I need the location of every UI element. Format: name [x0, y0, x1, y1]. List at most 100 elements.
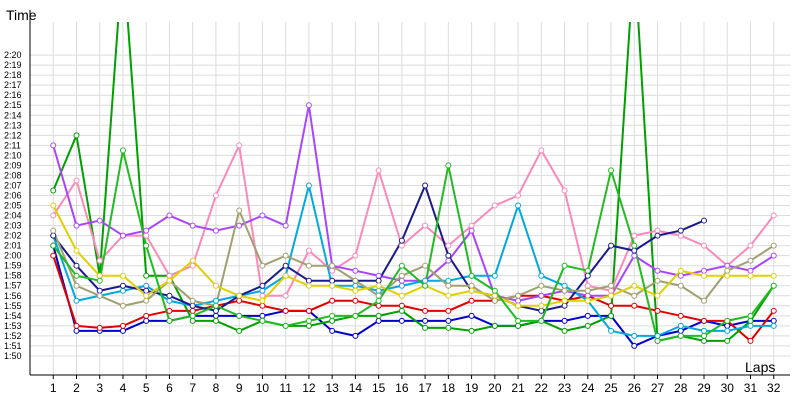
- x-tick-label: 10: [256, 381, 270, 395]
- data-point: [50, 252, 57, 259]
- data-point: [747, 312, 754, 319]
- data-point: [561, 297, 568, 304]
- y-tick-label: 2:11: [4, 140, 21, 150]
- data-point: [701, 297, 708, 304]
- data-point: [352, 252, 359, 259]
- data-point: [468, 272, 475, 279]
- x-tick-label: 21: [511, 381, 525, 395]
- data-point: [189, 317, 196, 324]
- data-point: [166, 272, 173, 279]
- x-tick-label: 9: [236, 381, 243, 395]
- data-point: [445, 242, 452, 249]
- data-point: [212, 307, 219, 314]
- x-tick-label: 17: [418, 381, 432, 395]
- y-tick-label: 2:12: [4, 130, 22, 140]
- data-point: [305, 282, 312, 289]
- data-point: [143, 317, 150, 324]
- data-point: [96, 287, 103, 294]
- data-point: [422, 262, 429, 269]
- data-point: [282, 222, 289, 229]
- data-point: [770, 252, 777, 259]
- data-point: [189, 222, 196, 229]
- data-point: [515, 202, 522, 209]
- data-point: [212, 192, 219, 199]
- data-point: [654, 267, 661, 274]
- data-point: [445, 257, 452, 264]
- data-point: [212, 297, 219, 304]
- data-point: [96, 324, 103, 331]
- data-point: [677, 282, 684, 289]
- data-point: [73, 247, 80, 254]
- data-point: [50, 227, 57, 234]
- data-point: [538, 302, 545, 309]
- y-tick-label: 2:03: [4, 221, 22, 231]
- data-point: [515, 292, 522, 299]
- y-tick-label: 1:58: [4, 271, 22, 281]
- x-tick-label: 8: [213, 381, 220, 395]
- data-point: [747, 257, 754, 264]
- y-tick-label: 2:04: [4, 211, 22, 221]
- data-point: [770, 317, 777, 324]
- data-point: [677, 232, 684, 239]
- data-point: [305, 262, 312, 269]
- data-point: [73, 327, 80, 334]
- y-tick-label: 2:13: [4, 120, 22, 130]
- data-point: [677, 327, 684, 334]
- data-point: [491, 202, 498, 209]
- data-point: [468, 327, 475, 334]
- data-point: [608, 287, 615, 294]
- x-tick-label: 1: [50, 381, 57, 395]
- data-point: [701, 317, 708, 324]
- x-tick-label: 28: [674, 381, 688, 395]
- data-point: [445, 292, 452, 299]
- data-point: [236, 327, 243, 334]
- data-point: [329, 267, 336, 274]
- x-tick-label: 30: [721, 381, 735, 395]
- y-tick-label: 2:06: [4, 190, 22, 200]
- data-point: [329, 317, 336, 324]
- data-point: [189, 302, 196, 309]
- data-point: [375, 297, 382, 304]
- data-point: [398, 237, 405, 244]
- data-point: [73, 272, 80, 279]
- data-point: [282, 307, 289, 314]
- data-point: [212, 312, 219, 319]
- data-point: [50, 202, 57, 209]
- x-tick-label: 13: [325, 381, 339, 395]
- data-point: [747, 317, 754, 324]
- data-point: [747, 322, 754, 329]
- data-point: [584, 272, 591, 279]
- data-point: [584, 267, 591, 274]
- x-tick-label: 27: [651, 381, 665, 395]
- y-tick-label: 1:57: [4, 281, 22, 291]
- data-point: [96, 277, 103, 284]
- data-point: [561, 317, 568, 324]
- data-point: [724, 317, 731, 324]
- data-point: [561, 282, 568, 289]
- data-point: [677, 322, 684, 329]
- data-point: [50, 232, 57, 239]
- data-point: [654, 307, 661, 314]
- x-tick-label: 11: [279, 381, 292, 395]
- y-axis-title: Time: [6, 7, 37, 23]
- data-point: [747, 337, 754, 344]
- data-point: [561, 327, 568, 334]
- y-tick-label: 1:55: [4, 301, 22, 311]
- y-tick-label: 2:05: [4, 201, 22, 211]
- data-point: [212, 302, 219, 309]
- data-point: [329, 282, 336, 289]
- data-point: [96, 217, 103, 224]
- data-point: [398, 307, 405, 314]
- data-point: [422, 182, 429, 189]
- data-point: [352, 267, 359, 274]
- x-tick-label: 14: [349, 381, 363, 395]
- data-point: [236, 312, 243, 319]
- x-tick-label: 26: [628, 381, 642, 395]
- data-point: [445, 307, 452, 314]
- data-point: [398, 282, 405, 289]
- data-point: [352, 277, 359, 284]
- data-point: [329, 262, 336, 269]
- data-point: [305, 182, 312, 189]
- data-point: [677, 267, 684, 274]
- y-tick-label: 2:16: [4, 90, 22, 100]
